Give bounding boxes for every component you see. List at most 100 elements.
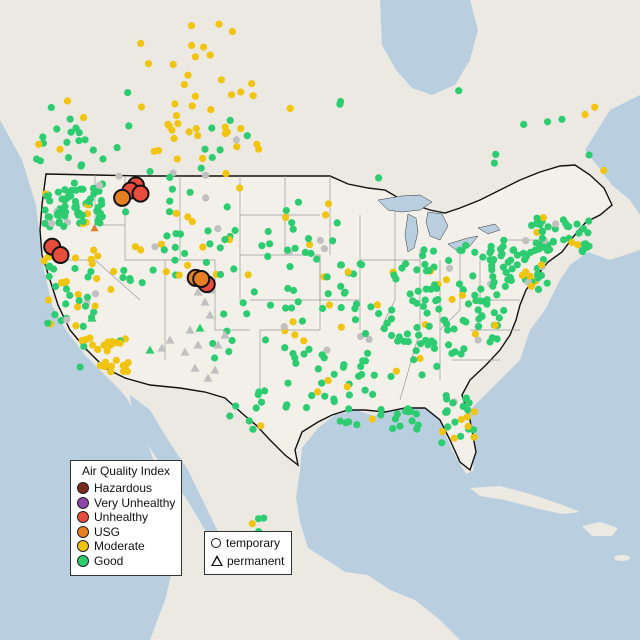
good-monitor[interactable] — [302, 404, 311, 412]
good-monitor[interactable] — [415, 331, 423, 339]
good-monitor[interactable] — [430, 344, 439, 352]
good-monitor[interactable] — [248, 520, 256, 528]
moderate-monitor[interactable] — [450, 434, 458, 442]
moderate-monitor[interactable] — [171, 100, 179, 108]
good-monitor[interactable] — [261, 387, 269, 395]
good-monitor[interactable] — [337, 261, 345, 269]
good-monitor[interactable] — [62, 208, 70, 216]
good-monitor[interactable] — [507, 256, 515, 264]
moderate-monitor[interactable] — [119, 367, 128, 375]
moderate-monitor[interactable] — [314, 388, 322, 396]
good-monitor[interactable] — [79, 322, 87, 330]
good-monitor[interactable] — [464, 300, 473, 308]
good-monitor[interactable] — [498, 250, 506, 258]
no-data-permanent-monitor[interactable] — [190, 363, 200, 372]
good-monitor[interactable] — [214, 225, 222, 233]
good-monitor[interactable] — [477, 285, 485, 293]
good-monitor[interactable] — [370, 371, 378, 379]
good-monitor[interactable] — [475, 322, 483, 330]
good-monitor[interactable] — [440, 316, 448, 324]
good-monitor[interactable] — [438, 439, 446, 447]
moderate-monitor[interactable] — [237, 125, 245, 133]
good-monitor[interactable] — [120, 266, 128, 274]
good-monitor[interactable] — [420, 246, 428, 254]
moderate-monitor[interactable] — [91, 302, 99, 310]
good-monitor[interactable] — [435, 305, 443, 313]
good-monitor[interactable] — [377, 406, 385, 414]
good-monitor[interactable] — [538, 228, 547, 236]
good-monitor[interactable] — [66, 115, 74, 123]
moderate-monitor[interactable] — [116, 339, 124, 347]
good-monitor[interactable] — [389, 425, 397, 433]
moderate-monitor[interactable] — [470, 408, 478, 416]
good-monitor[interactable] — [45, 213, 54, 221]
moderate-monitor[interactable] — [137, 39, 145, 48]
good-monitor[interactable] — [522, 237, 530, 245]
moderate-monitor[interactable] — [172, 209, 180, 217]
good-monitor[interactable] — [55, 218, 63, 226]
good-monitor[interactable] — [456, 246, 464, 254]
good-monitor[interactable] — [345, 405, 353, 413]
good-monitor[interactable] — [403, 330, 411, 338]
moderate-monitor[interactable] — [237, 88, 245, 96]
good-monitor[interactable] — [579, 248, 587, 256]
good-monitor[interactable] — [444, 423, 452, 431]
good-monitor[interactable] — [490, 159, 498, 167]
moderate-monitor[interactable] — [539, 214, 547, 222]
moderate-monitor[interactable] — [282, 213, 290, 221]
good-monitor[interactable] — [282, 304, 290, 312]
good-monitor[interactable] — [490, 278, 498, 286]
good-monitor[interactable] — [585, 151, 593, 159]
good-monitor[interactable] — [292, 359, 300, 367]
moderate-monitor[interactable] — [448, 295, 456, 303]
good-monitor[interactable] — [351, 316, 360, 324]
good-monitor[interactable] — [95, 181, 103, 189]
good-monitor[interactable] — [419, 252, 427, 260]
good-monitor[interactable] — [166, 197, 174, 205]
good-monitor[interactable] — [345, 418, 353, 426]
moderate-monitor[interactable] — [88, 341, 97, 349]
good-monitor[interactable] — [166, 173, 174, 181]
good-monitor[interactable] — [472, 297, 480, 305]
good-monitor[interactable] — [330, 370, 338, 378]
good-monitor[interactable] — [163, 232, 171, 240]
good-monitor[interactable] — [493, 291, 501, 299]
good-monitor[interactable] — [434, 296, 442, 304]
good-monitor[interactable] — [55, 208, 63, 216]
good-monitor[interactable] — [549, 237, 557, 245]
good-monitor[interactable] — [216, 146, 224, 154]
good-monitor[interactable] — [239, 299, 247, 307]
moderate-monitor[interactable] — [457, 415, 465, 424]
moderate-monitor[interactable] — [463, 413, 471, 421]
good-monitor[interactable] — [430, 339, 438, 347]
good-monitor[interactable] — [84, 273, 92, 281]
good-monitor[interactable] — [228, 336, 236, 345]
moderate-monitor[interactable] — [337, 323, 345, 331]
usg-temporary-monitor[interactable] — [192, 269, 211, 288]
moderate-monitor[interactable] — [368, 415, 376, 423]
good-monitor[interactable] — [171, 256, 179, 264]
good-monitor[interactable] — [216, 270, 225, 279]
good-monitor[interactable] — [361, 330, 370, 338]
moderate-monitor[interactable] — [188, 41, 196, 50]
good-monitor[interactable] — [45, 272, 53, 281]
good-monitor[interactable] — [429, 247, 438, 255]
good-monitor[interactable] — [286, 104, 294, 112]
good-monitor[interactable] — [339, 363, 347, 371]
no-data-permanent-monitor[interactable] — [180, 347, 190, 356]
good-monitor[interactable] — [483, 300, 491, 308]
moderate-monitor[interactable] — [470, 433, 478, 441]
moderate-monitor[interactable] — [180, 81, 188, 89]
good-monitor[interactable] — [493, 335, 501, 343]
good-monitor[interactable] — [336, 417, 344, 425]
good-monitor[interactable] — [284, 379, 292, 387]
good-monitor[interactable] — [63, 138, 71, 146]
good-monitor[interactable] — [168, 185, 176, 193]
good-monitor[interactable] — [444, 326, 452, 334]
moderate-monitor[interactable] — [80, 114, 88, 122]
good-permanent-monitor[interactable] — [87, 313, 97, 322]
moderate-monitor[interactable] — [170, 134, 178, 142]
good-monitor[interactable] — [264, 227, 272, 236]
good-monitor[interactable] — [81, 302, 90, 310]
good-monitor[interactable] — [138, 279, 146, 287]
